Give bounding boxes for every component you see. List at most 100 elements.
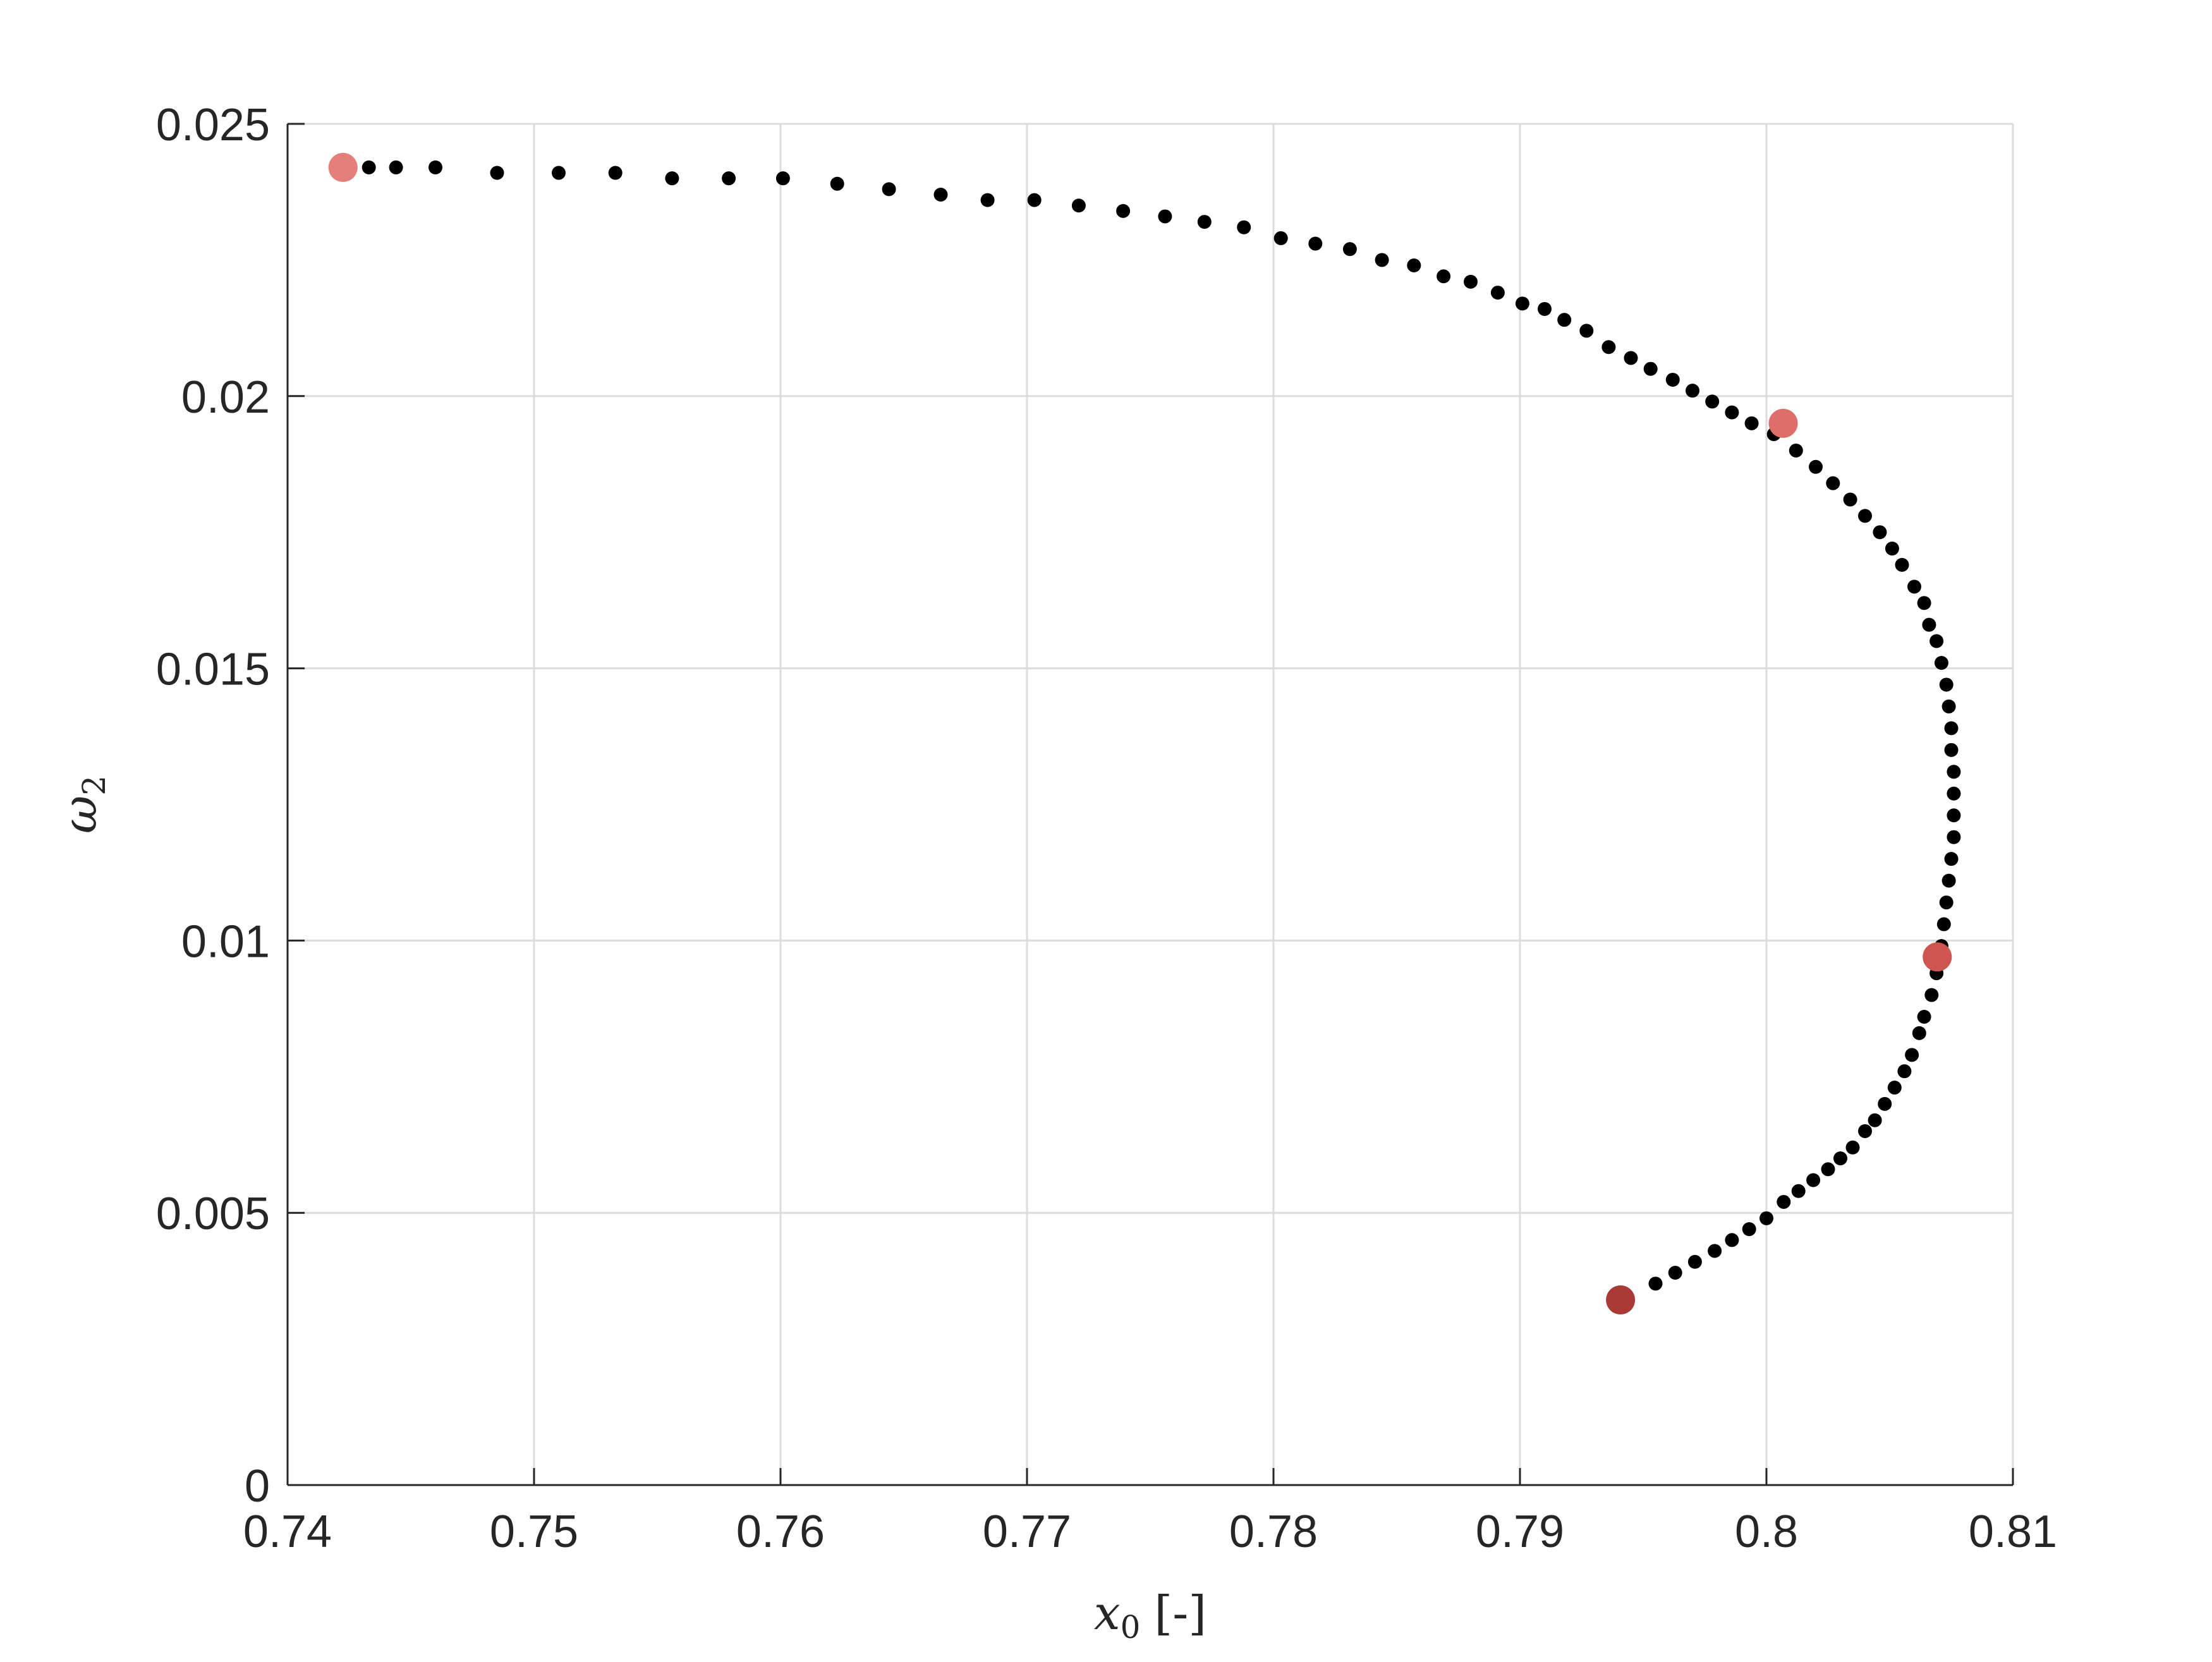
path-point [1929,634,1944,648]
path-point [1687,1254,1702,1269]
path-point [608,166,623,180]
path-point [1944,852,1959,866]
path-point [1071,198,1086,213]
path-point [1557,313,1572,327]
path-point [980,193,995,207]
y-tick-label: 0.01 [181,916,270,967]
path-point [1725,405,1739,420]
path-point [1777,1194,1791,1209]
path-point [1648,1277,1663,1291]
path-point [1936,917,1951,931]
path-point [1887,1081,1902,1095]
y-tick-label: 0 [245,1461,270,1512]
y-tick-label: 0.02 [181,372,270,423]
path-point [1725,1233,1739,1247]
y-tick-label: 0.005 [156,1189,270,1239]
y-axis-label-subscript: 2 [76,775,112,796]
path-point [1944,743,1959,757]
path-point [1668,1265,1682,1280]
path-point [1917,1010,1931,1024]
x-tick-label: 0.8 [1735,1507,1798,1557]
path-point [1897,1064,1912,1079]
path-point [1942,873,1956,888]
path-point [1464,274,1478,289]
x-tick-labels: 0.74 0.75 0.76 0.77 0.78 0.79 0.8 0.81 [243,1507,2057,1557]
path-point [1858,1124,1872,1138]
x-axis-label-symbol: x [1094,1586,1121,1641]
path-point [665,171,679,186]
path-point [1744,416,1759,430]
y-tick-labels: 0 0.005 0.01 0.015 0.02 0.025 [156,100,270,1512]
y-axis-label: ω2 [53,775,112,834]
path-point [1308,236,1323,251]
path-point [722,171,736,186]
x-tick-label: 0.81 [1969,1507,2057,1557]
x-axis-label: x0 [-] [1094,1586,1206,1646]
path-point [1708,1244,1722,1258]
x-tick-label: 0.77 [983,1507,1071,1557]
path-point [1939,677,1954,692]
x-tick-label: 0.78 [1229,1507,1318,1557]
y-axis-label-symbol: ω [53,796,107,834]
highlight-point [1768,408,1798,438]
path-point [1437,269,1451,284]
path-point [1947,808,1961,823]
path-point [362,160,376,174]
path-point [1197,215,1212,229]
path-point [933,188,948,202]
path-point [1939,895,1954,910]
path-point [1821,1162,1835,1177]
highlight-point [328,152,358,182]
path-point [1686,384,1699,398]
path-point [1490,286,1505,300]
path-point [1922,617,1936,632]
path-point [1624,351,1638,365]
path-point [1809,459,1823,474]
path-point [1407,258,1421,273]
path-point [1912,1026,1926,1040]
axes [286,123,2014,1486]
path-point [1342,242,1357,257]
x-tick-label: 0.75 [490,1507,578,1557]
path-point [389,160,403,174]
highlight-points [328,152,1952,1315]
path-point [428,160,442,174]
path-point [1515,296,1529,311]
path-point [775,171,790,186]
path-point [1924,988,1939,1002]
path-point [1873,525,1887,540]
path-point [830,176,844,191]
path-point [490,166,504,180]
x-tick-label: 0.79 [1476,1507,1564,1557]
path-point [552,166,566,180]
path-point [1944,721,1959,736]
path-point [1665,372,1680,387]
path-point [1791,1184,1806,1198]
path-point [1643,361,1658,376]
path-points [362,160,1961,1291]
path-point [1375,253,1389,267]
highlight-point [1606,1285,1636,1315]
x-axis-label-subscript: 0 [1121,1609,1141,1646]
path-point [1947,830,1961,844]
x-axis-label-unit: [-] [1154,1586,1206,1641]
path-point [1826,476,1840,490]
path-point [1116,203,1131,218]
path-point [1907,579,1921,594]
path-point [1538,301,1552,316]
path-point [1895,557,1909,572]
path-point [1868,1113,1882,1127]
highlight-point [1923,942,1952,972]
path-point [1705,394,1720,409]
path-point [1843,492,1857,507]
path-point [882,182,896,197]
x-tick-label: 0.74 [243,1507,332,1557]
y-tick-label: 0.025 [156,100,270,150]
path-point [1905,1048,1919,1062]
plot-area [288,124,2013,1485]
path-point [1789,443,1803,458]
path-point [1759,1211,1773,1225]
path-point [1601,340,1616,355]
